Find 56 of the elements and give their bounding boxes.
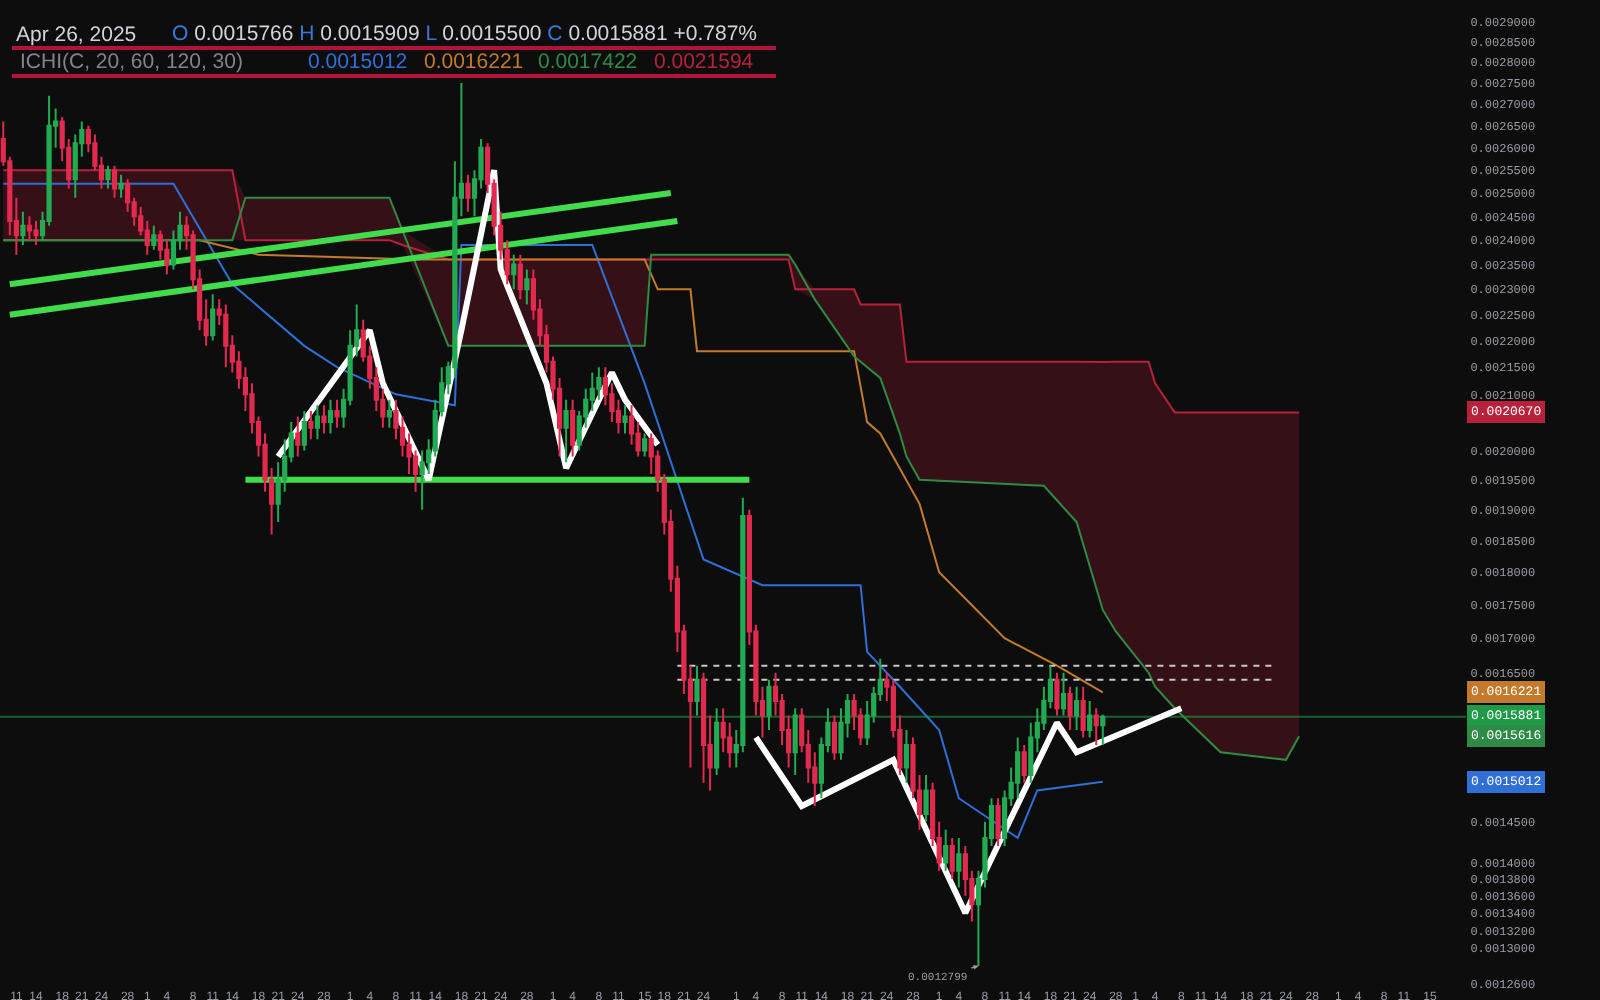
candlestick	[210, 293, 216, 342]
candlestick	[622, 404, 628, 435]
candlestick	[1080, 685, 1086, 739]
candlestick	[694, 664, 700, 717]
annotation: 0.0015012	[308, 50, 408, 74]
text: Apr 26, 2025	[16, 23, 137, 48]
candlestick	[524, 268, 530, 306]
candlestick	[301, 409, 307, 452]
candlestick	[33, 220, 39, 246]
candlestick	[465, 173, 471, 213]
candlestick	[766, 678, 772, 732]
candlestick	[386, 398, 392, 429]
candlestick	[26, 215, 33, 242]
candlestick	[1054, 671, 1060, 717]
annotation: 0.0021594	[654, 50, 754, 74]
candlestick	[949, 836, 955, 880]
candlestick	[714, 707, 720, 777]
candlestick	[943, 828, 949, 872]
candlestick	[334, 398, 340, 429]
candlestick	[327, 398, 334, 435]
candlestick	[151, 224, 157, 251]
candlestick	[1074, 685, 1080, 732]
candlestick	[903, 729, 910, 784]
candlestick	[118, 173, 124, 199]
candlestick	[570, 398, 576, 458]
candlestick	[792, 707, 798, 777]
candlestick	[164, 239, 170, 276]
candlestick	[1015, 736, 1021, 800]
candlestick	[642, 432, 648, 458]
candlestick	[314, 404, 321, 441]
candlestick	[517, 253, 523, 301]
legend-title: ICHI(C, 20, 60, 120, 30)	[20, 50, 243, 74]
candlestick	[956, 836, 962, 889]
candlestick	[511, 253, 517, 291]
annotation: 0.0017422	[538, 50, 638, 74]
candlestick	[1021, 743, 1027, 784]
candlestick	[1093, 707, 1099, 746]
candlestick	[1087, 700, 1093, 739]
candlestick	[308, 409, 314, 441]
text: O 0.0015766 H 0.0015909 L 0.0015500 C 0.0015881 +0.787%	[172, 22, 757, 46]
candlestick	[1100, 713, 1106, 746]
candlestick	[111, 164, 118, 199]
line-series	[2, 182, 1104, 839]
candlestick	[223, 303, 229, 369]
candlestick	[321, 404, 327, 435]
candlestick	[700, 671, 707, 784]
candlestick	[563, 398, 569, 464]
candlestick	[1060, 671, 1067, 717]
candlestick	[295, 415, 301, 458]
candlestick	[1067, 685, 1073, 732]
candlestick	[105, 164, 111, 190]
annotation: 0.0016221	[424, 50, 524, 74]
candlestick	[995, 797, 1001, 847]
candlestick	[831, 714, 838, 761]
candlestick	[20, 210, 26, 246]
candlestick	[923, 774, 929, 823]
